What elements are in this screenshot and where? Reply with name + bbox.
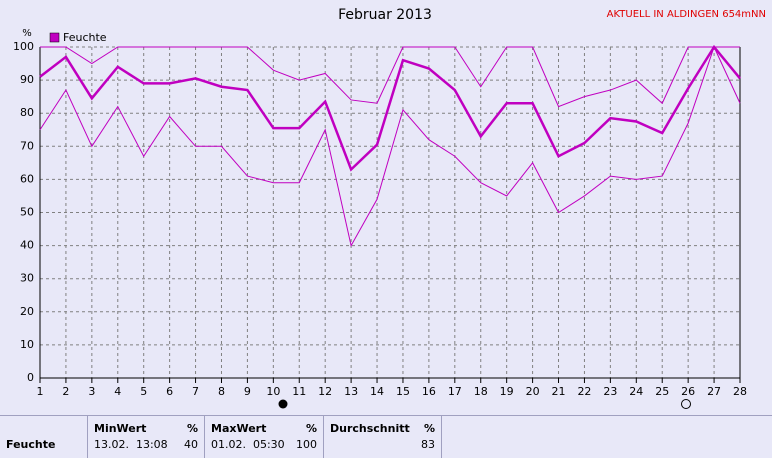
y-tick-label: 20	[20, 305, 34, 318]
x-tick-label: 21	[552, 385, 566, 398]
y-tick-label: 50	[20, 206, 34, 219]
x-tick-label: 5	[140, 385, 147, 398]
x-tick-label: 28	[733, 385, 747, 398]
max-unit: %	[305, 422, 317, 435]
stats-table: Feuchte MinWert % 13.02. 13:08 40 MaxWer…	[0, 415, 772, 458]
max-cell: MaxWert % 01.02. 05:30 100	[205, 416, 324, 458]
x-tick-label: 15	[396, 385, 410, 398]
x-tick-label: 27	[707, 385, 721, 398]
subtitle: AKTUELL IN ALDINGEN 654mNN	[607, 9, 766, 20]
x-tick-label: 22	[577, 385, 591, 398]
avg-unit: %	[423, 422, 435, 435]
x-tick-label: 2	[62, 385, 69, 398]
y-tick-label: 60	[20, 172, 34, 185]
max-value: 100	[296, 438, 317, 451]
moon-new	[681, 399, 691, 409]
chart: Februar 2013 AKTUELL IN ALDINGEN 654mNN …	[13, 7, 766, 409]
x-tick-label: 14	[370, 385, 384, 398]
row-label-cell: Feuchte	[0, 416, 88, 458]
min-cell: MinWert % 13.02. 13:08 40	[88, 416, 205, 458]
y-tick-label: 40	[20, 239, 34, 252]
series-line	[39, 45, 741, 247]
y-tick-label: 80	[20, 106, 34, 119]
min-time: 13.02. 13:08	[94, 438, 168, 451]
x-tick-label: 8	[218, 385, 225, 398]
series-line	[40, 46, 740, 108]
y-unit: %	[22, 28, 32, 39]
max-header: MaxWert	[211, 422, 267, 435]
x-tick-label: 4	[114, 385, 121, 398]
min-header: MinWert	[94, 422, 147, 435]
x-tick-label: 18	[474, 385, 488, 398]
x-tick-label: 24	[629, 385, 643, 398]
x-tick-label: 12	[318, 385, 332, 398]
x-tick-label: 20	[526, 385, 540, 398]
x-tick-label: 3	[88, 385, 95, 398]
moon-full	[278, 399, 288, 409]
row-label: Feuchte	[6, 438, 56, 451]
x-tick-label: 1	[37, 385, 44, 398]
y-tick-label: 0	[27, 371, 34, 384]
y-tick-label: 10	[20, 338, 34, 351]
avg-header: Durchschnitt	[330, 422, 410, 435]
y-tick-label: 90	[20, 73, 34, 86]
x-tick-label: 7	[192, 385, 199, 398]
x-tick-label: 11	[292, 385, 306, 398]
x-tick-label: 25	[655, 385, 669, 398]
x-tick-label: 19	[500, 385, 514, 398]
empty-cell	[442, 416, 772, 458]
legend-swatch	[49, 32, 60, 43]
x-tick-label: 16	[422, 385, 436, 398]
legend-label: Feuchte	[63, 31, 107, 44]
x-tick-label: 6	[166, 385, 173, 398]
x-tick-label: 17	[448, 385, 462, 398]
x-tick-label: 9	[244, 385, 251, 398]
min-unit: %	[186, 422, 198, 435]
series-line	[39, 44, 741, 172]
x-tick-label: 26	[681, 385, 695, 398]
x-tick-label: 23	[603, 385, 617, 398]
y-tick-label: 100	[13, 40, 34, 53]
chart-title: Februar 2013	[338, 7, 432, 23]
x-tick-label: 10	[266, 385, 280, 398]
y-tick-label: 70	[20, 139, 34, 152]
min-value: 40	[184, 438, 198, 451]
avg-value: 83	[421, 438, 435, 451]
y-tick-label: 30	[20, 272, 34, 285]
max-time: 01.02. 05:30	[211, 438, 285, 451]
x-tick-label: 13	[344, 385, 358, 398]
avg-cell: Durchschnitt % 83	[324, 416, 442, 458]
